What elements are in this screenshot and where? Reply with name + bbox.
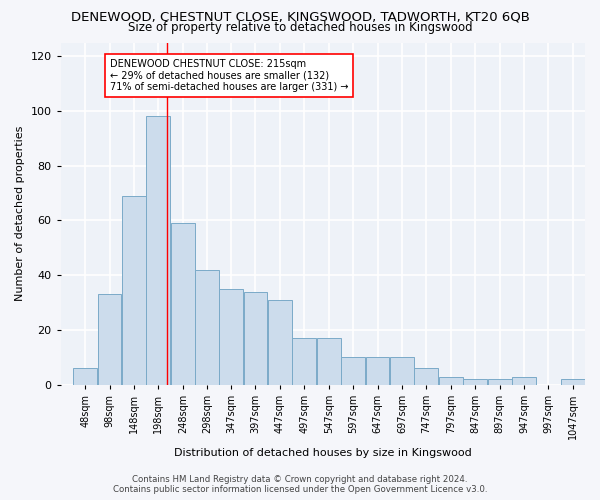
Bar [219,289,243,385]
Bar [463,380,487,385]
Y-axis label: Number of detached properties: Number of detached properties [15,126,25,302]
Text: Contains HM Land Registry data © Crown copyright and database right 2024.
Contai: Contains HM Land Registry data © Crown c… [113,474,487,494]
Text: Size of property relative to detached houses in Kingswood: Size of property relative to detached ho… [128,21,472,34]
Bar [365,358,389,385]
Bar [317,338,341,385]
Text: DENEWOOD CHESTNUT CLOSE: 215sqm
← 29% of detached houses are smaller (132)
71% o: DENEWOOD CHESTNUT CLOSE: 215sqm ← 29% of… [110,59,348,92]
Bar [341,358,365,385]
X-axis label: Distribution of detached houses by size in Kingswood: Distribution of detached houses by size … [174,448,472,458]
Bar [439,376,463,385]
Bar [292,338,316,385]
Bar [98,294,121,385]
Bar [488,380,512,385]
Bar [146,116,170,385]
Bar [73,368,97,385]
Bar [244,292,268,385]
Bar [390,358,414,385]
Text: DENEWOOD, CHESTNUT CLOSE, KINGSWOOD, TADWORTH, KT20 6QB: DENEWOOD, CHESTNUT CLOSE, KINGSWOOD, TAD… [71,11,529,24]
Bar [561,380,585,385]
Bar [122,196,146,385]
Bar [415,368,439,385]
Bar [171,223,195,385]
Bar [195,270,219,385]
Bar [268,300,292,385]
Bar [512,376,536,385]
